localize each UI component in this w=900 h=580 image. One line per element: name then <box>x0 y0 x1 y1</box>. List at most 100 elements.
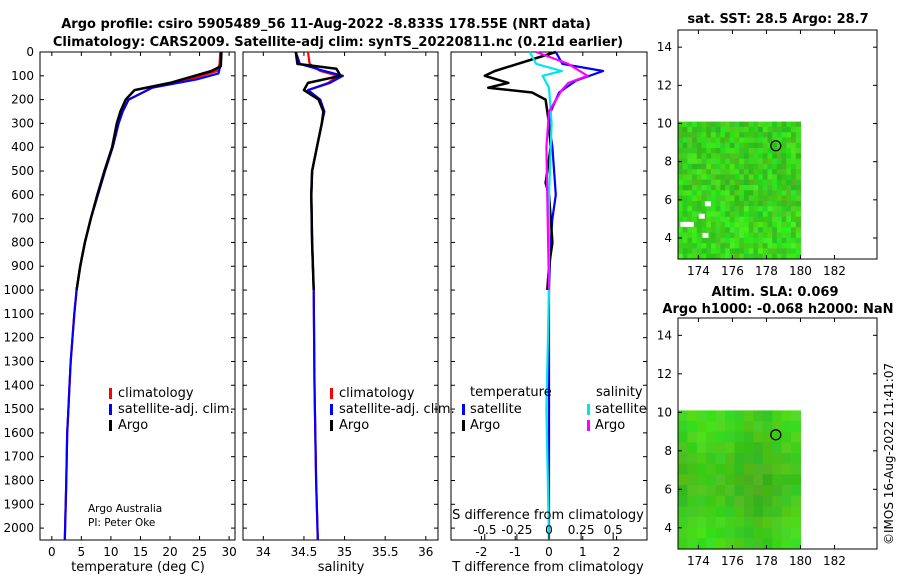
map-cell <box>734 200 740 207</box>
map-cell <box>781 227 787 234</box>
map-cell <box>772 185 778 191</box>
map-cell <box>743 126 750 133</box>
map-cell <box>706 153 712 160</box>
map-cell <box>678 248 684 255</box>
map-cell <box>776 185 783 191</box>
map-cell <box>795 206 802 213</box>
map-cell <box>729 190 736 197</box>
map-cell <box>706 538 717 550</box>
map-cell <box>739 179 745 186</box>
map-cell <box>772 506 783 518</box>
map-cell <box>711 158 717 165</box>
map-cell <box>687 174 693 181</box>
map-cell <box>791 506 801 518</box>
map-cell <box>772 163 778 170</box>
map-cell <box>786 169 792 176</box>
map-cell <box>706 190 712 197</box>
map-cell <box>767 163 773 170</box>
map-cell <box>696 453 707 465</box>
map-cell <box>781 158 787 165</box>
map-cell <box>762 485 773 497</box>
y-tick-label: 900 <box>11 259 34 273</box>
map-cell <box>781 431 792 443</box>
map-cell <box>791 474 801 486</box>
s-tick-label: 0.25 <box>568 523 595 537</box>
map-cell <box>781 169 787 176</box>
x-tick-label: 174 <box>687 264 710 278</box>
map-cell <box>734 148 740 154</box>
map-cell <box>772 195 778 202</box>
map-cell <box>729 179 736 186</box>
map-cell <box>795 237 802 244</box>
map-cell <box>725 132 731 139</box>
map-cell <box>706 495 717 507</box>
map-cell <box>692 174 698 181</box>
y-tick-label: 1200 <box>3 331 34 345</box>
map-cell <box>701 142 707 149</box>
map-cell <box>791 132 797 139</box>
map-cell <box>781 527 792 539</box>
map-cell <box>734 174 740 181</box>
map-cell <box>776 179 783 186</box>
y-tick-label: 4 <box>664 231 672 245</box>
map-cell <box>706 142 712 149</box>
map-cell <box>696 153 703 160</box>
y-tick-label: 1800 <box>3 473 34 487</box>
map-cell <box>753 121 759 128</box>
map-cell <box>734 485 745 497</box>
s-tick-label: 0 <box>545 523 553 537</box>
map-cell <box>682 211 688 218</box>
map-cell <box>739 169 745 176</box>
map-cell <box>687 517 698 529</box>
map-cell <box>743 222 750 228</box>
map-cell <box>734 153 740 160</box>
map-cell <box>678 227 684 234</box>
map-cell <box>753 126 759 133</box>
map-cell <box>791 211 797 218</box>
map-cell <box>772 121 778 128</box>
map-cell <box>791 222 797 228</box>
map-cell <box>772 248 778 255</box>
map-cell <box>739 195 745 202</box>
map-cell <box>715 137 721 144</box>
x-tick-label: 1 <box>579 545 587 559</box>
map-cell <box>701 169 707 176</box>
map-cell <box>791 527 801 539</box>
map-cell <box>678 237 684 244</box>
map-cell <box>715 485 726 497</box>
map-cell <box>692 121 698 128</box>
legend-swatch-satellite <box>109 404 112 415</box>
map-cell <box>678 174 684 181</box>
map-cell <box>725 211 731 218</box>
map-cell <box>781 163 787 170</box>
map-cell <box>753 253 759 260</box>
map-cell <box>729 200 736 207</box>
t-difference-xlabel: T difference from climatology <box>451 560 644 575</box>
map-cell <box>781 211 787 218</box>
map-cell <box>734 527 745 539</box>
map-cell <box>678 517 688 529</box>
map-cell <box>791 431 801 443</box>
map-cell <box>748 121 754 128</box>
map-cell <box>725 137 731 144</box>
map-cell <box>758 163 764 170</box>
float-position-marker <box>770 429 782 441</box>
map-cell <box>767 248 773 255</box>
map-cell <box>701 126 707 133</box>
map-cell <box>739 248 745 255</box>
map-cell <box>678 169 684 176</box>
map-cell <box>753 200 759 207</box>
map-cell <box>696 227 703 234</box>
map-cell <box>767 222 773 228</box>
legend-label-argo: Argo <box>118 418 148 433</box>
map-cell <box>706 421 717 433</box>
map-cell <box>687 132 693 139</box>
map-cell <box>696 206 703 213</box>
map-cell <box>743 121 750 128</box>
map-cell <box>706 410 717 422</box>
x-tick-label: 34.5 <box>291 545 318 559</box>
x-tick-label: 176 <box>721 554 744 568</box>
map-cell <box>795 222 802 228</box>
map-cell <box>748 216 754 223</box>
map-cell <box>781 121 787 128</box>
